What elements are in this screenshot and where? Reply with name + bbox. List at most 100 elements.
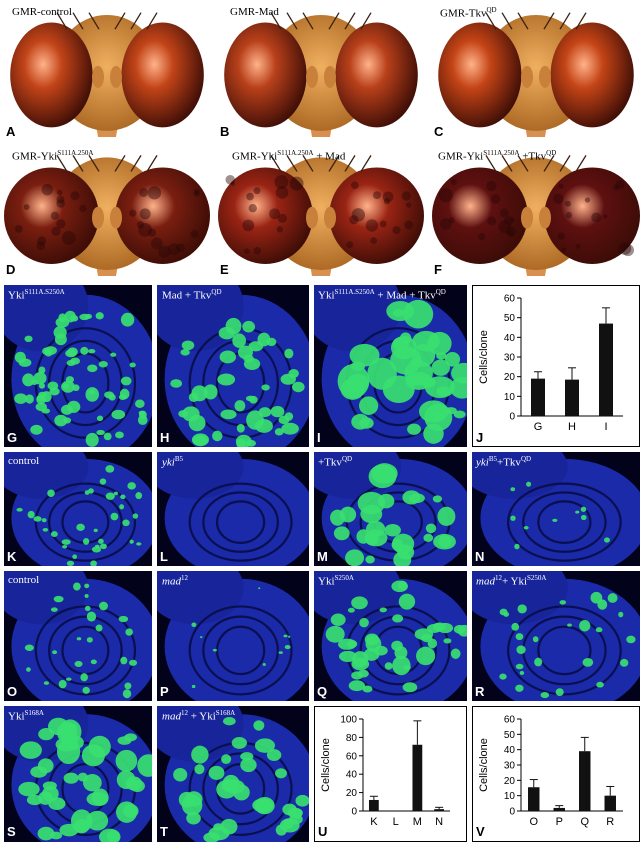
bar-K [368, 799, 379, 811]
eye-roughness-spot [558, 183, 564, 189]
gfp-clone [516, 645, 526, 654]
right-compound-eye [115, 167, 210, 264]
eye-roughness-spot [487, 216, 497, 226]
gfp-clone [339, 506, 357, 523]
gfp-clone [620, 658, 629, 667]
gfp-clone [72, 554, 78, 560]
gfp-clone [232, 333, 247, 348]
letter-O: O [7, 684, 18, 699]
antenna [521, 65, 533, 88]
gfp-clone [129, 539, 134, 544]
gfp-clone [53, 595, 64, 603]
y-tick-label: 60 [504, 715, 516, 726]
gfp-clone [65, 349, 77, 358]
gfp-clone [330, 613, 346, 626]
gfp-clone [93, 528, 98, 533]
gfp-clone [407, 423, 421, 435]
gfp-clone [432, 495, 443, 503]
eye-roughness-spot [584, 197, 591, 203]
eye-roughness-spot [37, 236, 47, 246]
gfp-clone [217, 373, 236, 386]
panel-N [472, 452, 640, 566]
gfp-clone [99, 828, 121, 842]
gfp-clone [237, 345, 253, 360]
gfp-clone [22, 373, 35, 387]
gfp-clone [73, 582, 81, 591]
eye-roughness-spot [613, 184, 620, 191]
gfp-clone [42, 528, 49, 532]
letter-V: V [476, 824, 485, 839]
gfp-clone [604, 537, 610, 543]
bristle [72, 155, 84, 172]
gfp-clone [274, 428, 284, 436]
gfp-clone [54, 414, 68, 427]
bristle [517, 155, 529, 172]
eye-roughness-spot [57, 189, 63, 196]
gfp-clone [194, 764, 205, 775]
bristle [302, 155, 314, 172]
gfp-clone [338, 650, 357, 662]
gfp-clone [98, 538, 104, 544]
bristle [114, 12, 126, 30]
eye-roughness-spot [383, 198, 391, 205]
disc-fold [202, 752, 279, 826]
eye-roughness-spot [486, 180, 497, 192]
gfp-clone [364, 633, 380, 646]
disc-fold [48, 615, 123, 686]
gfp-clone [115, 431, 124, 439]
disc-fold [34, 605, 137, 696]
gfp-clone [95, 312, 104, 320]
gfp-clone [66, 359, 76, 366]
gfp-clone [240, 757, 257, 773]
gfp-clone [379, 607, 387, 613]
gfp-clone [129, 362, 136, 368]
gfp-clone [48, 797, 66, 810]
y-tick-label: 10 [504, 392, 516, 403]
gfp-clone [234, 400, 246, 412]
gfp-clone [212, 430, 223, 442]
gfp-clone [137, 754, 152, 777]
eye-roughness-spot [448, 217, 455, 224]
panel-F [432, 146, 640, 280]
caption-O: control [8, 574, 40, 586]
gfp-clone [424, 376, 455, 399]
gfp-clone [88, 390, 96, 395]
antenna [110, 206, 122, 229]
gfp-clone [349, 343, 380, 367]
gfp-clone [431, 359, 450, 376]
disc-notum [472, 571, 568, 625]
eye-roughness-spot [167, 243, 180, 256]
antenna [324, 206, 336, 229]
gfp-clone [618, 611, 624, 618]
bristle [328, 12, 340, 30]
left-compound-eye [224, 22, 307, 128]
panel-B [218, 3, 424, 141]
caption-I: YkiS111A.S250A + Mad + TkvQD [318, 288, 446, 302]
eye-roughness-spot [193, 190, 200, 197]
gfp-clone [392, 309, 405, 317]
gfp-clone [48, 717, 69, 736]
gfp-clone [590, 591, 603, 604]
bar-H [565, 379, 579, 416]
gfp-clone [559, 600, 567, 605]
gfp-clone [181, 340, 195, 351]
y-tick-label: 20 [504, 776, 516, 787]
gfp-clone [76, 523, 85, 531]
bar-M [412, 744, 423, 811]
panel-U: 0 20 40 60 80 100 Cells/clone K L M N [314, 706, 467, 842]
gfp-clone [499, 673, 507, 680]
disc-notum [157, 571, 244, 625]
gfp-clone [86, 810, 109, 831]
bar-chart-V: 0 10 20 30 40 50 60 Cells/clone O P Q R [478, 715, 623, 828]
panel-J: 0 10 20 30 40 50 60 Cells/clone G H I [472, 285, 640, 447]
panel-M [314, 452, 467, 566]
gfp-clone [70, 315, 79, 322]
y-tick-label: 40 [504, 745, 516, 756]
gfp-clone [14, 393, 28, 404]
gfp-clone [65, 677, 72, 681]
letter-E: E [220, 262, 229, 277]
gfp-clone [62, 545, 68, 549]
right-compound-eye [121, 22, 204, 128]
gfp-clone [360, 505, 383, 524]
gfp-clone [18, 781, 40, 797]
